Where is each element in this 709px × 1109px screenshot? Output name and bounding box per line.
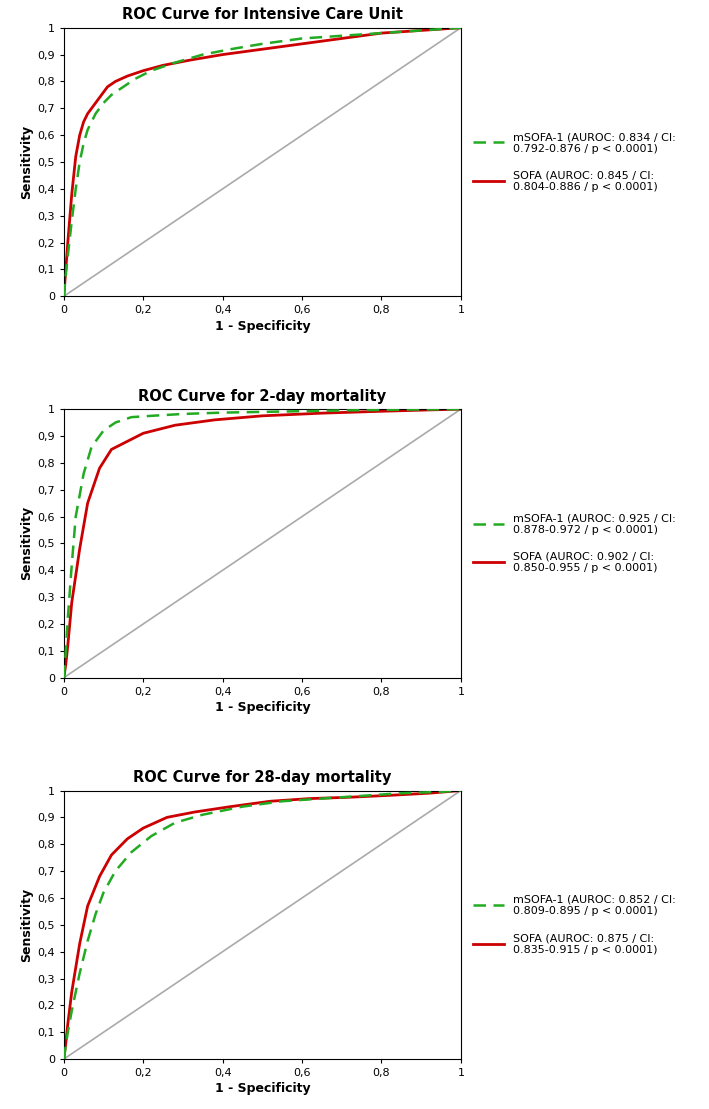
Legend: mSOFA-1 (AUROC: 0.925 / CI:
0.878-0.972 / p < 0.0001), SOFA (AUROC: 0.902 / CI:
: mSOFA-1 (AUROC: 0.925 / CI: 0.878-0.972 … [469, 509, 681, 578]
Y-axis label: Sensitivity: Sensitivity [20, 887, 33, 962]
X-axis label: 1 - Specificity: 1 - Specificity [215, 319, 310, 333]
Title: ROC Curve for 28-day mortality: ROC Curve for 28-day mortality [133, 770, 391, 785]
Legend: mSOFA-1 (AUROC: 0.834 / CI:
0.792-0.876 / p < 0.0001), SOFA (AUROC: 0.845 / CI:
: mSOFA-1 (AUROC: 0.834 / CI: 0.792-0.876 … [469, 128, 681, 196]
Y-axis label: Sensitivity: Sensitivity [20, 507, 33, 580]
Legend: mSOFA-1 (AUROC: 0.852 / CI:
0.809-0.895 / p < 0.0001), SOFA (AUROC: 0.875 / CI:
: mSOFA-1 (AUROC: 0.852 / CI: 0.809-0.895 … [469, 891, 681, 959]
Title: ROC Curve for 2-day mortality: ROC Curve for 2-day mortality [138, 389, 386, 404]
Title: ROC Curve for Intensive Care Unit: ROC Curve for Intensive Care Unit [122, 8, 403, 22]
X-axis label: 1 - Specificity: 1 - Specificity [215, 1082, 310, 1096]
X-axis label: 1 - Specificity: 1 - Specificity [215, 701, 310, 714]
Y-axis label: Sensitivity: Sensitivity [20, 125, 33, 200]
